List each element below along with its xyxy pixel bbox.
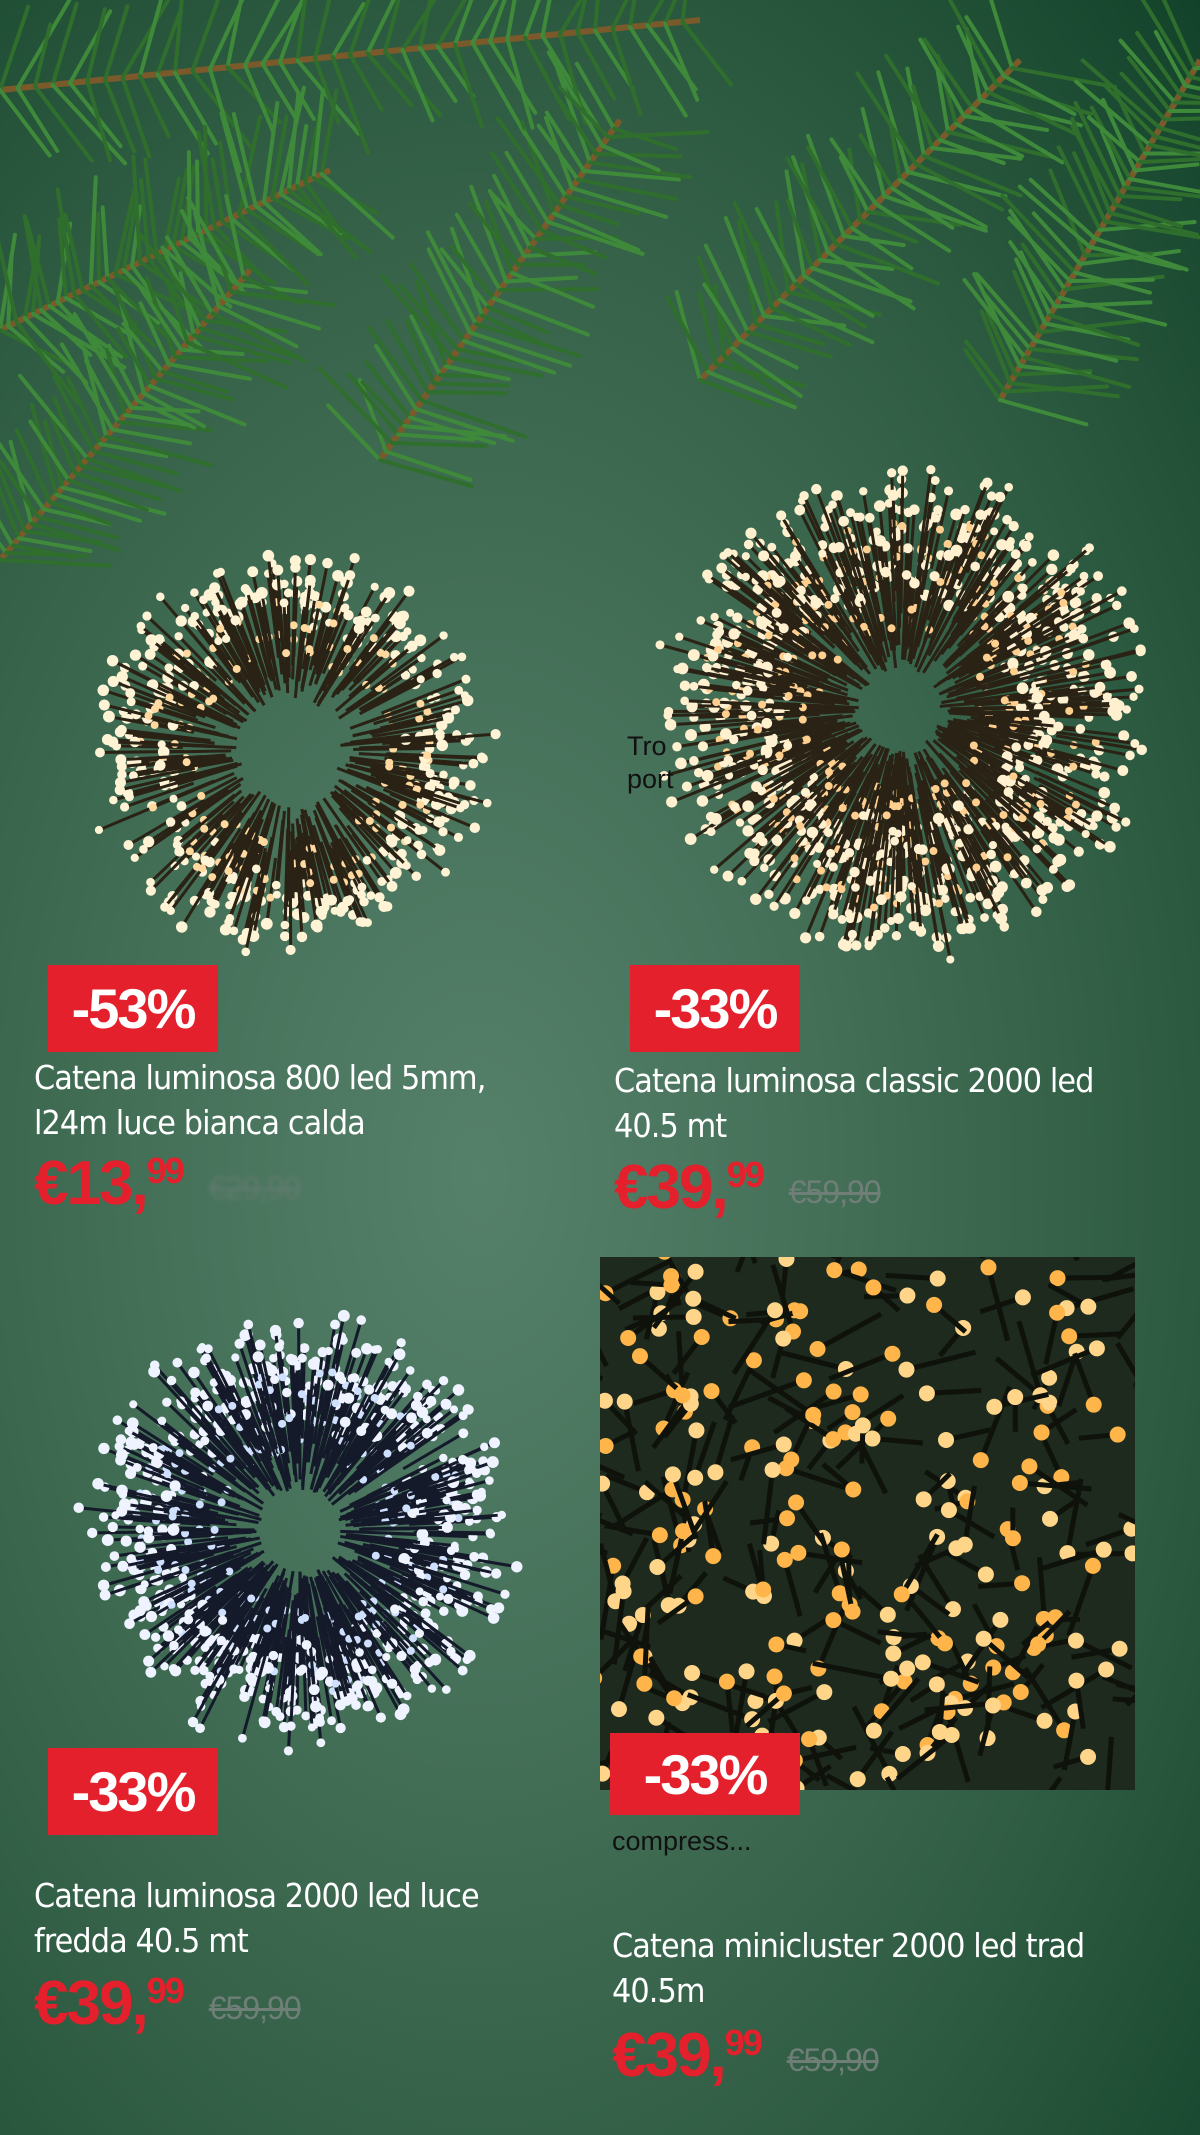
product-image-light-chain-1[interactable] xyxy=(40,500,560,980)
product-price: €13, 99 €29,90 xyxy=(34,1149,302,1218)
product-price: €39, 99 €59,90 xyxy=(612,2021,880,2090)
discount-badge: -33% xyxy=(630,965,800,1052)
product-price: €39, 99 €59,90 xyxy=(34,1969,302,2038)
product-image-light-chain-4[interactable] xyxy=(600,1257,1135,1790)
product-image-light-chain-3[interactable] xyxy=(50,1260,550,1800)
old-price: €29,90 xyxy=(208,1170,302,1206)
product-title[interactable]: Catena luminosa 2000 led luce fredda 40.5… xyxy=(34,1876,480,1960)
discount-badge: -33% xyxy=(48,1748,218,1835)
overlay-text-fragment: compress... xyxy=(612,1826,752,1856)
overlay-text-fragment: Tro port xyxy=(627,731,674,794)
old-price: €59,90 xyxy=(788,1174,882,1210)
old-price: €59,90 xyxy=(786,2042,880,2078)
product-title[interactable]: Catena luminosa 800 led 5mm, l24m luce bi… xyxy=(34,1058,486,1142)
old-price: €59,90 xyxy=(208,1990,302,2026)
discount-badge: -33% xyxy=(610,1733,800,1815)
product-price: €39, 99 €59,90 xyxy=(614,1153,882,1222)
product-image-light-chain-2[interactable] xyxy=(620,420,1180,980)
product-title[interactable]: Catena minicluster 2000 led trad 40.5m xyxy=(612,1926,1085,2010)
discount-badge: -53% xyxy=(48,965,218,1052)
product-title[interactable]: Catena luminosa classic 2000 led 40.5 mt xyxy=(614,1061,1094,1145)
pine-branches-decoration xyxy=(0,0,1200,568)
